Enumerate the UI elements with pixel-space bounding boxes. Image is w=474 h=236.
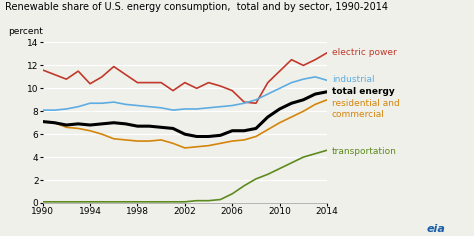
Text: residential and
commercial: residential and commercial — [332, 99, 400, 119]
Text: industrial: industrial — [332, 75, 374, 84]
Text: eia: eia — [427, 224, 446, 234]
Text: electric power: electric power — [332, 48, 397, 57]
Text: percent: percent — [9, 27, 44, 36]
Text: Renewable share of U.S. energy consumption,  total and by sector, 1990-2014: Renewable share of U.S. energy consumpti… — [5, 2, 388, 12]
Text: transportation: transportation — [332, 147, 397, 156]
Text: total energy: total energy — [332, 87, 394, 96]
